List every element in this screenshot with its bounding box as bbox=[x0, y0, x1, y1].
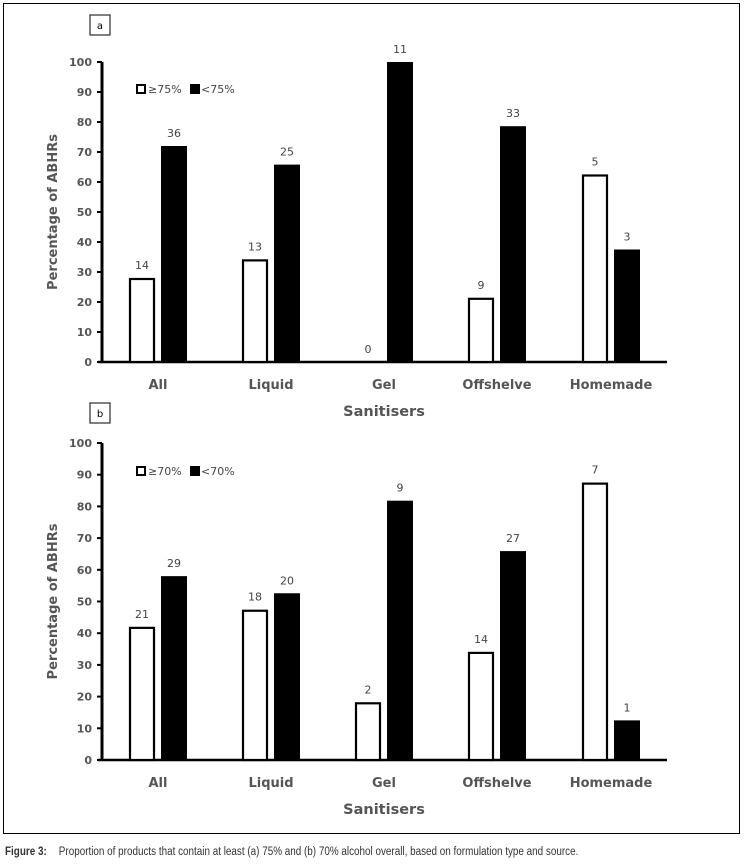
bar-data-label: 21 bbox=[135, 608, 149, 621]
y-tick-label: 60 bbox=[77, 564, 93, 577]
y-tick-label: 50 bbox=[77, 596, 93, 609]
x-category-label: All bbox=[149, 378, 168, 393]
bar-data-label: 27 bbox=[506, 532, 520, 545]
x-category-label: Gel bbox=[372, 378, 396, 393]
bar-data-label: 7 bbox=[592, 464, 599, 477]
bar-meets-threshold bbox=[241, 259, 269, 364]
y-tick-label: 60 bbox=[77, 176, 93, 189]
y-tick-label: 30 bbox=[77, 659, 93, 672]
legend-swatch-meets bbox=[136, 466, 146, 476]
legend-swatch-below bbox=[190, 466, 200, 476]
caption-text: Proportion of products that contain at l… bbox=[58, 846, 579, 858]
bar-data-label: 1 bbox=[624, 701, 631, 714]
panel-label-box bbox=[89, 402, 111, 424]
bar-data-label: 11 bbox=[393, 43, 407, 56]
bar-data-label: 3 bbox=[624, 231, 631, 244]
bar-below-threshold bbox=[500, 126, 526, 362]
bar-meets-threshold bbox=[241, 609, 269, 762]
bar-data-label: 20 bbox=[280, 574, 294, 587]
bar-meets-threshold bbox=[581, 482, 609, 762]
figure-caption: Figure 3: Proportion of products that con… bbox=[5, 846, 578, 858]
y-tick-label: 100 bbox=[69, 56, 92, 69]
bar-data-label: 14 bbox=[474, 633, 488, 646]
panel-label-box bbox=[89, 14, 111, 36]
x-category-label: Offshelve bbox=[462, 776, 531, 791]
panel-label: b bbox=[97, 409, 103, 420]
legend-label-below: <75% bbox=[201, 83, 235, 96]
bar-meets-threshold bbox=[581, 174, 609, 364]
y-tick-label: 20 bbox=[77, 296, 93, 309]
bar-below-threshold bbox=[274, 164, 300, 362]
y-axis-title: Percentage of ABHRs bbox=[46, 523, 61, 679]
bar-meets-threshold bbox=[467, 651, 495, 762]
y-axis-title: Percentage of ABHRs bbox=[46, 134, 61, 290]
y-tick-label: 100 bbox=[69, 437, 92, 450]
y-tick-label: 50 bbox=[77, 206, 93, 219]
y-tick-label: 90 bbox=[77, 469, 93, 482]
bar-data-label: 25 bbox=[280, 146, 294, 159]
bar-data-label: 9 bbox=[478, 279, 485, 292]
bar-data-label: 18 bbox=[248, 591, 262, 604]
bar-data-label: 36 bbox=[167, 127, 181, 140]
x-category-label: Homemade bbox=[570, 776, 653, 791]
y-tick-label: 40 bbox=[77, 236, 93, 249]
bar-data-label: 29 bbox=[167, 557, 181, 570]
y-tick-label: 10 bbox=[77, 722, 93, 735]
bar-below-threshold bbox=[274, 593, 300, 760]
y-tick-label: 80 bbox=[77, 116, 93, 129]
x-category-label: Liquid bbox=[248, 378, 293, 393]
bar-below-threshold bbox=[500, 551, 526, 760]
x-axis-title: Sanitisers bbox=[343, 404, 425, 420]
y-tick-label: 10 bbox=[77, 326, 93, 339]
bar-data-label: 0 bbox=[365, 343, 372, 356]
bar-meets-threshold bbox=[467, 297, 495, 364]
bar-data-label: 9 bbox=[397, 482, 404, 495]
legend-swatch-below bbox=[190, 84, 200, 94]
bar-meets-threshold bbox=[128, 277, 156, 364]
y-tick-label: 80 bbox=[77, 500, 93, 513]
x-category-label: Homemade bbox=[570, 378, 653, 393]
figure-frame bbox=[3, 3, 740, 834]
x-axis-title: Sanitisers bbox=[343, 802, 425, 818]
y-tick-label: 20 bbox=[77, 691, 93, 704]
y-tick-label: 70 bbox=[77, 146, 93, 159]
x-category-label: Gel bbox=[372, 776, 396, 791]
panel-label: a bbox=[97, 21, 103, 32]
y-tick-label: 0 bbox=[84, 754, 92, 767]
bar-data-label: 33 bbox=[506, 107, 520, 120]
bar-data-label: 14 bbox=[135, 259, 149, 272]
bar-below-threshold bbox=[387, 500, 413, 760]
bar-data-label: 2 bbox=[365, 683, 372, 696]
y-tick-label: 0 bbox=[84, 356, 92, 369]
legend-label-meets: ≥70% bbox=[148, 465, 182, 478]
y-tick-label: 40 bbox=[77, 627, 93, 640]
legend-label-meets: ≥75% bbox=[148, 83, 182, 96]
bar-below-threshold bbox=[387, 62, 413, 362]
y-tick-label: 70 bbox=[77, 532, 93, 545]
bar-data-label: 5 bbox=[592, 156, 599, 169]
x-category-label: Liquid bbox=[248, 776, 293, 791]
caption-label: Figure 3: bbox=[5, 846, 47, 858]
y-tick-label: 90 bbox=[77, 86, 93, 99]
x-category-label: All bbox=[149, 776, 168, 791]
y-tick-label: 30 bbox=[77, 266, 93, 279]
x-category-label: Offshelve bbox=[462, 378, 531, 393]
legend-label-below: <70% bbox=[201, 465, 235, 478]
bar-meets-threshold bbox=[354, 702, 382, 762]
bar-below-threshold bbox=[161, 146, 187, 362]
bar-below-threshold bbox=[614, 720, 640, 760]
bar-below-threshold bbox=[614, 249, 640, 362]
bar-meets-threshold bbox=[128, 626, 156, 762]
bar-data-label: 13 bbox=[248, 240, 262, 253]
bar-below-threshold bbox=[161, 576, 187, 760]
legend-swatch-meets bbox=[136, 84, 146, 94]
